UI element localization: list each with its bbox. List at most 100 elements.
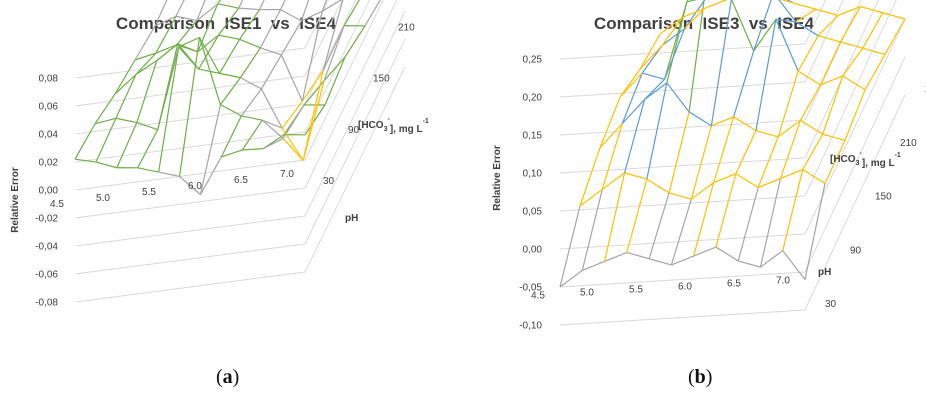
surface-line bbox=[642, 72, 665, 80]
surface-line bbox=[775, 18, 796, 23]
chart-panel-a: Comparison ISE1 vs ISE4 0,08 0,06 0,04 0,02… bbox=[0, 0, 452, 350]
surface-line bbox=[793, 2, 817, 10]
surface-line bbox=[688, 0, 705, 113]
z-tick-label: -0,02 bbox=[35, 214, 58, 225]
surface-line bbox=[733, 116, 757, 132]
surface-line bbox=[260, 88, 283, 129]
surface-line bbox=[302, 70, 324, 161]
gridline bbox=[74, 0, 398, 219]
surface-line bbox=[94, 93, 116, 125]
surface-line bbox=[156, 44, 178, 62]
surface-line bbox=[820, 75, 843, 86]
surface-line bbox=[646, 82, 668, 180]
surface-line bbox=[176, 20, 198, 46]
surface-line bbox=[176, 44, 198, 53]
surface-line bbox=[321, 0, 343, 12]
surface-line bbox=[668, 111, 690, 194]
gridline bbox=[74, 0, 343, 107]
surface-line bbox=[579, 188, 603, 207]
surface-line bbox=[693, 246, 717, 257]
gridline bbox=[74, 0, 384, 191]
surface-line bbox=[134, 25, 156, 61]
z-tick-label: -0,05 bbox=[519, 283, 542, 294]
z-tick-label: 0,25 bbox=[523, 55, 543, 66]
surface-line bbox=[280, 54, 303, 102]
surface-line bbox=[800, 119, 824, 135]
surface-line bbox=[704, 0, 728, 10]
surface-line bbox=[324, 56, 346, 106]
surface-line bbox=[158, 171, 180, 177]
surface-line bbox=[601, 123, 623, 190]
surface-line bbox=[799, 84, 821, 121]
surface-line bbox=[115, 117, 137, 124]
gridline bbox=[559, 18, 906, 250]
surface-line bbox=[663, 1, 688, 80]
surface-line bbox=[259, 9, 281, 49]
surface-line bbox=[196, 0, 206, 21]
surface-line bbox=[322, 0, 344, 71]
surface-line bbox=[884, 18, 906, 55]
x-tick-label: 5.5 bbox=[629, 284, 643, 295]
surface-line bbox=[661, 28, 685, 46]
surface-line bbox=[691, 182, 714, 200]
surface-line bbox=[626, 178, 648, 253]
surface-line bbox=[603, 172, 626, 262]
x-axis-label: pH bbox=[818, 267, 831, 278]
surface-line bbox=[840, 41, 863, 49]
chart-a: 0,08 0,06 0,04 0,02 0,00 -0,02 -0,04 -0,06 -0,08… bbox=[10, 0, 429, 309]
surface-line bbox=[621, 72, 643, 124]
z-axis-label: Relative Error bbox=[492, 145, 503, 211]
surface-line bbox=[301, 11, 323, 102]
surface-line bbox=[219, 72, 241, 79]
surface-line bbox=[241, 119, 263, 151]
x-axis-label: pH bbox=[345, 213, 358, 224]
surface-line bbox=[304, 104, 326, 136]
surface-line bbox=[862, 12, 884, 49]
surface-line bbox=[786, 0, 794, 4]
caption-b: (b) bbox=[688, 366, 713, 388]
surface-line bbox=[155, 44, 178, 54]
surface-line bbox=[177, 43, 200, 70]
surface-line bbox=[753, 18, 777, 52]
surface-line bbox=[797, 35, 819, 72]
gridline bbox=[559, 94, 906, 326]
surface-line bbox=[759, 178, 782, 268]
surface-line bbox=[780, 0, 794, 4]
surface-line bbox=[844, 89, 866, 141]
surface-line bbox=[775, 19, 799, 72]
surface-line bbox=[241, 115, 263, 121]
surface-line bbox=[240, 88, 262, 117]
z-tick-label: -0,08 bbox=[35, 298, 58, 309]
surface-line bbox=[239, 38, 261, 49]
surface-line bbox=[842, 75, 866, 91]
z-tick-label: 0,00 bbox=[39, 186, 59, 197]
gridline bbox=[559, 0, 880, 174]
surface-line bbox=[623, 99, 646, 174]
surface-line bbox=[217, 3, 239, 9]
surface-line bbox=[179, 175, 201, 196]
z-tick-label: 0,05 bbox=[523, 207, 543, 218]
surface-line bbox=[822, 133, 846, 141]
surface-line bbox=[779, 120, 802, 179]
surface-line bbox=[782, 169, 804, 251]
surface-line bbox=[582, 260, 605, 271]
surface-line bbox=[238, 7, 260, 11]
gridline bbox=[559, 0, 862, 136]
surface-line bbox=[217, 0, 222, 5]
z-tick-label: 0,00 bbox=[523, 245, 543, 256]
surface-line bbox=[862, 47, 886, 55]
surface-line bbox=[735, 173, 759, 189]
z-tick-label: 0,06 bbox=[39, 102, 59, 113]
chart-b: 0,25 0,20 0,15 0,10 0,05 0,00 -0,05 -0,10 Relati… bbox=[492, 0, 926, 332]
surface-line bbox=[778, 0, 797, 23]
surface-line bbox=[713, 173, 737, 184]
surface-line bbox=[738, 260, 761, 268]
x-tick-label: 6.0 bbox=[678, 281, 692, 292]
surface-line bbox=[777, 70, 799, 138]
surface-line bbox=[220, 115, 242, 158]
surface-line bbox=[760, 250, 784, 268]
surface-line bbox=[686, 0, 697, 3]
surface-line bbox=[239, 9, 261, 40]
surface-line bbox=[804, 183, 826, 280]
surface-line bbox=[599, 96, 621, 149]
